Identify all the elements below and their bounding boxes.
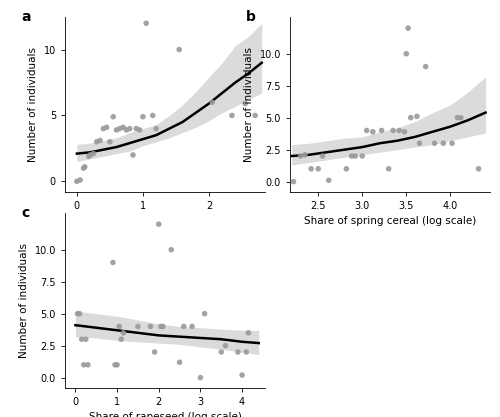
Point bbox=[146, 323, 154, 330]
Point bbox=[134, 323, 142, 330]
Point bbox=[159, 323, 167, 330]
Y-axis label: Number of individuals: Number of individuals bbox=[28, 47, 38, 162]
Point bbox=[73, 178, 81, 185]
Point bbox=[157, 323, 165, 330]
Point bbox=[167, 246, 175, 253]
Point bbox=[109, 113, 117, 120]
Point bbox=[152, 125, 160, 132]
Point bbox=[404, 25, 412, 32]
Point bbox=[251, 112, 259, 119]
Point bbox=[86, 152, 94, 158]
Point bbox=[244, 329, 252, 336]
Point bbox=[126, 125, 134, 132]
Point bbox=[82, 336, 90, 343]
Point bbox=[396, 127, 404, 134]
Point bbox=[106, 138, 114, 145]
Point bbox=[81, 163, 89, 170]
Point bbox=[132, 125, 140, 132]
Point bbox=[85, 153, 93, 160]
Point bbox=[358, 153, 366, 159]
Point bbox=[155, 221, 163, 228]
Y-axis label: Number of individuals: Number of individuals bbox=[244, 47, 254, 162]
Point bbox=[111, 362, 119, 368]
Point bbox=[102, 124, 110, 131]
Point bbox=[96, 137, 104, 144]
Point bbox=[318, 153, 326, 159]
Point bbox=[109, 259, 117, 266]
Point bbox=[117, 336, 125, 343]
Point bbox=[307, 166, 315, 172]
Point bbox=[149, 112, 157, 119]
Point bbox=[112, 127, 120, 133]
Point bbox=[378, 127, 386, 134]
Point bbox=[362, 127, 370, 134]
Point bbox=[116, 125, 124, 132]
Point bbox=[176, 359, 184, 366]
Point bbox=[180, 323, 188, 330]
Point bbox=[78, 336, 86, 343]
Point bbox=[241, 100, 249, 107]
Text: a: a bbox=[21, 10, 30, 24]
Point bbox=[296, 153, 304, 159]
X-axis label: Share of rapeseed (log scale): Share of rapeseed (log scale) bbox=[88, 412, 242, 417]
Point bbox=[430, 140, 438, 147]
Point bbox=[80, 165, 88, 171]
Point bbox=[100, 125, 108, 132]
Point bbox=[422, 63, 430, 70]
Point bbox=[175, 46, 183, 53]
Point bbox=[400, 128, 408, 135]
Point bbox=[188, 323, 196, 330]
Point bbox=[129, 152, 137, 158]
Point bbox=[222, 342, 230, 349]
Point bbox=[389, 127, 397, 134]
Point bbox=[196, 374, 204, 381]
Point bbox=[136, 127, 143, 133]
Y-axis label: Number of individuals: Number of individuals bbox=[19, 243, 29, 358]
Text: c: c bbox=[21, 206, 29, 220]
X-axis label: Share of spring cereal (log scale): Share of spring cereal (log scale) bbox=[304, 216, 476, 226]
Point bbox=[234, 349, 242, 355]
Point bbox=[384, 166, 392, 172]
Point bbox=[92, 138, 100, 145]
Point bbox=[228, 112, 236, 119]
Point bbox=[402, 50, 410, 57]
Point bbox=[217, 349, 225, 355]
Point bbox=[301, 151, 309, 158]
Point bbox=[150, 349, 158, 355]
Point bbox=[290, 178, 298, 185]
Point bbox=[351, 153, 359, 159]
Point bbox=[80, 362, 88, 368]
Point bbox=[474, 166, 482, 172]
Point bbox=[238, 372, 246, 378]
Point bbox=[454, 114, 462, 121]
Point bbox=[90, 150, 98, 157]
Point bbox=[348, 153, 356, 159]
Point bbox=[416, 140, 424, 147]
Point bbox=[369, 128, 377, 135]
Point bbox=[242, 349, 250, 355]
Point bbox=[142, 20, 150, 27]
Point bbox=[74, 310, 82, 317]
Point bbox=[406, 114, 414, 121]
Point bbox=[314, 166, 322, 172]
Point bbox=[325, 177, 333, 183]
Text: b: b bbox=[246, 10, 256, 24]
Point bbox=[113, 362, 121, 368]
Point bbox=[342, 166, 350, 172]
Point bbox=[200, 310, 208, 317]
Point bbox=[76, 177, 84, 183]
Point bbox=[208, 99, 216, 106]
Point bbox=[457, 114, 465, 121]
Point bbox=[139, 113, 147, 120]
Point bbox=[115, 323, 123, 330]
X-axis label: Share of winter cereal (log scale): Share of winter cereal (log scale) bbox=[79, 216, 252, 226]
Point bbox=[413, 113, 421, 120]
Point bbox=[119, 124, 127, 131]
Point bbox=[122, 127, 130, 133]
Point bbox=[84, 362, 92, 368]
Point bbox=[76, 310, 84, 317]
Point bbox=[120, 329, 128, 336]
Point bbox=[440, 140, 448, 147]
Point bbox=[448, 140, 456, 147]
